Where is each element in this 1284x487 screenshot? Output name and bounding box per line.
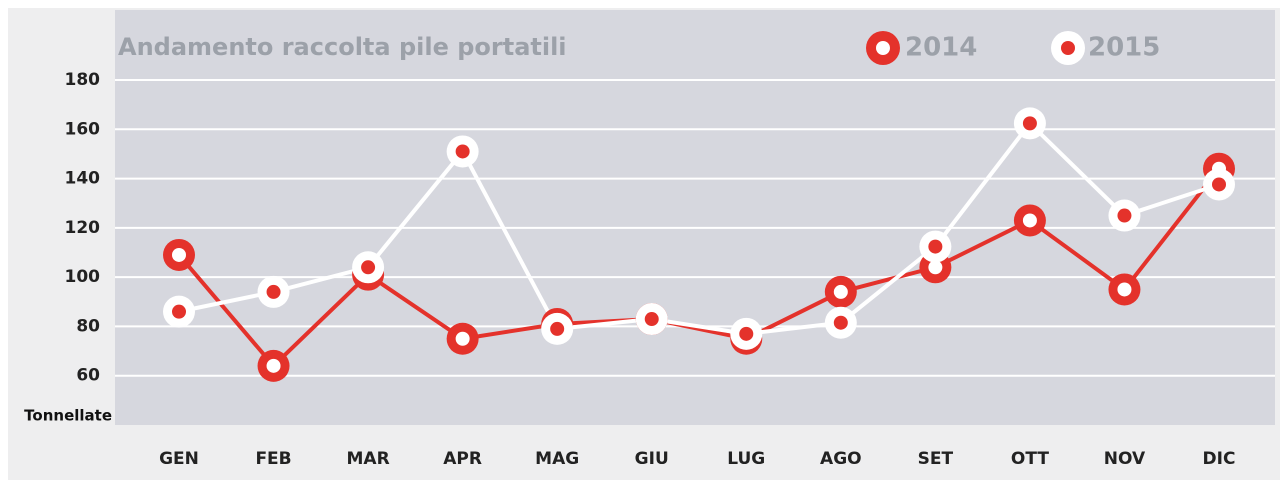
legend-dot xyxy=(1061,41,1075,55)
marker-dot xyxy=(172,247,186,262)
x-tick-label: MAR xyxy=(347,449,390,469)
series-line xyxy=(178,120,1220,336)
marker xyxy=(824,306,857,339)
marker-dot xyxy=(1212,177,1226,192)
x-tick-label: APR xyxy=(443,449,482,469)
marker-dot xyxy=(833,284,848,299)
x-tick-label: GIU xyxy=(635,449,669,469)
y-tick-label: 140 xyxy=(65,169,101,189)
y-tick-label: 80 xyxy=(76,316,100,336)
marker-dot xyxy=(550,321,565,336)
marker xyxy=(257,349,290,382)
legend-label: 2015 xyxy=(1088,33,1160,63)
y-tick-label: 120 xyxy=(65,218,101,238)
marker xyxy=(446,322,479,355)
chart-title: Andamento raccolta pile portatili xyxy=(118,33,567,61)
x-tick-label: GEN xyxy=(159,449,199,469)
x-tick-label: SET xyxy=(918,449,954,469)
marker-dot xyxy=(928,260,943,275)
marker-dot xyxy=(928,239,943,254)
legend-label: 2014 xyxy=(905,33,977,63)
marker-dot xyxy=(739,326,754,341)
marker-dot xyxy=(1022,213,1037,228)
marker xyxy=(730,317,763,350)
y-tick-label: 100 xyxy=(65,267,101,287)
marker-dot xyxy=(833,315,848,330)
marker-dot xyxy=(1117,282,1132,297)
marker xyxy=(1013,107,1046,140)
marker xyxy=(1108,199,1141,232)
marker-dot xyxy=(266,284,281,299)
marker-dot xyxy=(455,331,470,346)
x-tick-label: DIC xyxy=(1203,449,1236,469)
marker-dot xyxy=(1117,208,1132,223)
marker xyxy=(824,275,857,308)
x-tick-label: OTT xyxy=(1011,449,1049,469)
marker xyxy=(446,135,479,168)
y-tick-label: 60 xyxy=(76,366,100,386)
marker xyxy=(352,251,385,284)
marker-dot xyxy=(455,144,470,159)
x-tick-label: MAG xyxy=(535,449,579,469)
marker xyxy=(1108,273,1141,306)
marker xyxy=(919,230,952,263)
x-tick-label: FEB xyxy=(255,449,291,469)
marker xyxy=(257,275,290,308)
x-tick-label: AGO xyxy=(820,449,862,469)
legend-dot xyxy=(876,41,890,55)
marker-dot xyxy=(172,304,186,319)
series-line xyxy=(177,167,1221,369)
marker xyxy=(635,303,668,336)
marker-dot xyxy=(644,312,659,327)
marker-dot xyxy=(1022,116,1037,131)
y-tick-label: 160 xyxy=(65,119,101,139)
marker xyxy=(1203,168,1235,201)
y-tick-label: 180 xyxy=(65,70,101,90)
x-tick-label: LUG xyxy=(727,449,765,469)
marker-dot xyxy=(266,358,281,373)
marker xyxy=(541,312,574,345)
marker xyxy=(1013,204,1046,237)
marker-dot xyxy=(361,260,376,275)
y-axis-label: Tonnellate xyxy=(24,407,112,425)
x-tick-label: NOV xyxy=(1104,449,1146,469)
marker xyxy=(163,238,195,271)
marker xyxy=(163,295,195,328)
